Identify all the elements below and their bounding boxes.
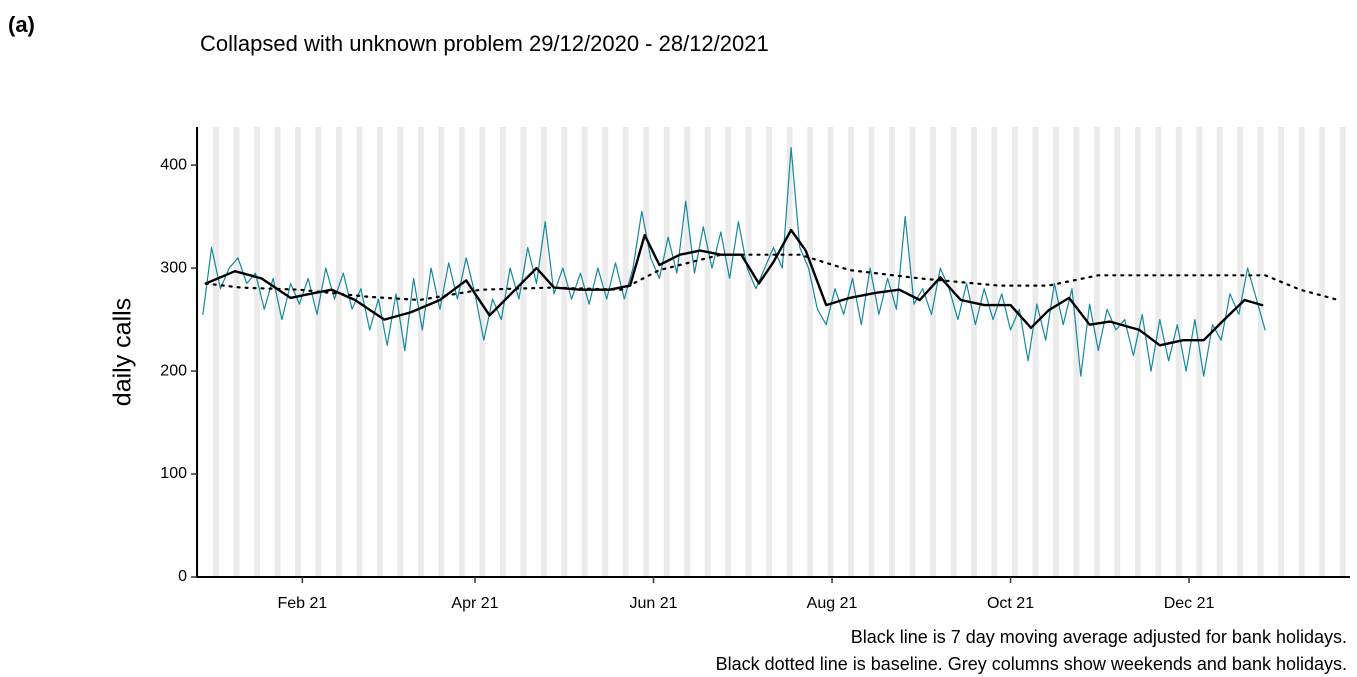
weekend-column bbox=[1339, 127, 1346, 577]
weekend-column bbox=[663, 127, 670, 577]
weekend-column bbox=[458, 127, 465, 577]
weekend-column bbox=[1155, 127, 1162, 577]
chart-title: Collapsed with unknown problem 29/12/202… bbox=[200, 31, 769, 56]
weekend-column bbox=[602, 127, 609, 577]
weekend-column bbox=[684, 127, 691, 577]
weekend-column bbox=[540, 127, 547, 577]
weekend-column bbox=[561, 127, 568, 577]
weekend-column bbox=[254, 127, 260, 577]
weekend-column bbox=[704, 127, 711, 577]
weekend-column bbox=[376, 127, 383, 577]
weekend-column bbox=[1298, 127, 1305, 577]
x-tick-label: Dec 21 bbox=[1164, 595, 1215, 612]
weekend-column bbox=[1012, 127, 1018, 577]
weekend-column bbox=[581, 127, 588, 577]
weekend-column bbox=[397, 127, 404, 577]
weekend-column bbox=[930, 127, 936, 577]
weekend-column bbox=[622, 127, 629, 577]
weekend-column bbox=[1114, 127, 1121, 577]
weekend-column bbox=[499, 127, 506, 577]
weekend-column bbox=[295, 127, 301, 577]
weekend-column bbox=[520, 127, 527, 577]
x-tick-label: Jun 21 bbox=[629, 595, 677, 612]
weekend-column bbox=[786, 127, 793, 577]
weekend-column bbox=[315, 127, 322, 577]
note: Black line is 7 day moving average adjus… bbox=[851, 627, 1347, 647]
y-tick-label: 0 bbox=[178, 568, 187, 585]
weekend-column bbox=[868, 127, 875, 577]
weekend-column bbox=[971, 127, 977, 577]
weekend-column bbox=[1032, 127, 1039, 577]
weekend-column bbox=[1257, 127, 1264, 577]
y-tick-label: 200 bbox=[160, 362, 187, 379]
weekend-column bbox=[438, 127, 445, 577]
x-tick-label: Oct 21 bbox=[987, 595, 1034, 612]
x-tick-label: Feb 21 bbox=[277, 595, 327, 612]
plot: 0 100 200 300 400 Feb 21 Apr 21 Jun 21 Aug 21 Oct… bbox=[160, 127, 1350, 612]
weekend-column bbox=[233, 127, 240, 577]
weekend-column bbox=[991, 127, 998, 577]
panel-label: (a) bbox=[8, 12, 35, 37]
weekend-column bbox=[848, 127, 854, 577]
series-line bbox=[204, 253, 1340, 302]
weekend-columns bbox=[198, 127, 1346, 577]
weekend-column bbox=[1073, 127, 1080, 577]
weekend-column bbox=[807, 127, 814, 577]
weekend-column bbox=[745, 127, 752, 577]
weekend-column bbox=[1216, 127, 1223, 577]
note: Black dotted line is baseline. Grey colu… bbox=[716, 654, 1347, 674]
weekend-column bbox=[417, 127, 424, 577]
weekend-column bbox=[274, 127, 281, 577]
weekend-column bbox=[950, 127, 957, 577]
weekend-column bbox=[336, 127, 342, 577]
y-tick-label: 400 bbox=[160, 156, 187, 173]
weekend-column bbox=[827, 127, 834, 577]
weekend-column bbox=[766, 127, 773, 577]
weekend-column bbox=[1278, 127, 1285, 577]
series-line bbox=[202, 147, 1266, 377]
weekend-column bbox=[356, 127, 363, 577]
x-tick-label: Aug 21 bbox=[807, 595, 858, 612]
weekend-column bbox=[1052, 127, 1059, 577]
weekend-column bbox=[1196, 127, 1203, 577]
y-axis-label: daily calls bbox=[109, 298, 137, 406]
weekend-column bbox=[643, 127, 650, 577]
y-tick-label: 300 bbox=[160, 259, 187, 276]
series-line bbox=[204, 228, 1264, 347]
weekend-column bbox=[889, 127, 895, 577]
weekend-column bbox=[479, 127, 486, 577]
weekend-column bbox=[1237, 127, 1244, 577]
weekend-column bbox=[1134, 127, 1141, 577]
weekend-column bbox=[725, 127, 732, 577]
x-tick-label: Apr 21 bbox=[451, 595, 498, 612]
y-tick-label: 100 bbox=[160, 465, 187, 482]
weekend-column bbox=[1093, 127, 1100, 577]
weekend-column bbox=[213, 127, 219, 577]
weekend-column bbox=[1175, 127, 1182, 577]
weekend-column bbox=[1319, 127, 1326, 577]
weekend-column bbox=[909, 127, 916, 577]
